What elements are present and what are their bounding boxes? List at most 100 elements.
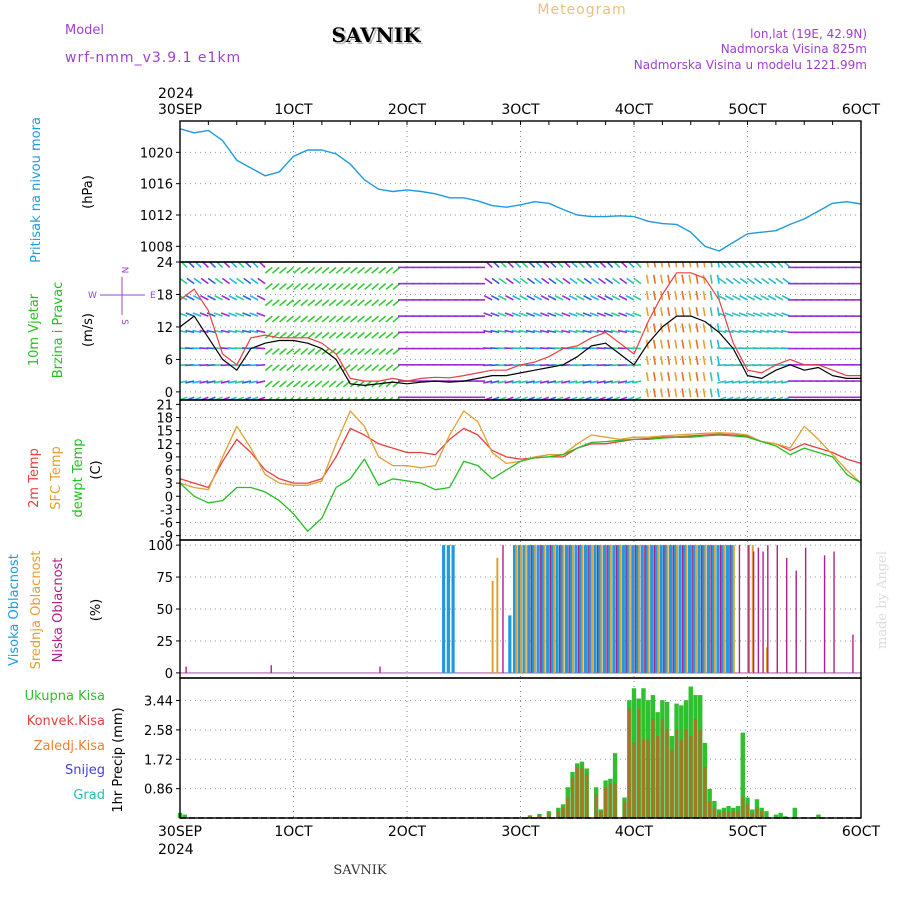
cloud-bar-mid: [704, 545, 707, 673]
cloud-bar-mid: [600, 545, 603, 673]
wind-arrow: [378, 364, 387, 372]
wind-arrow: [314, 299, 323, 307]
wind-arrow: [511, 380, 521, 384]
precip-bar-convective: [604, 787, 608, 818]
compass-west-label: W: [88, 291, 97, 301]
wind-arrow: [293, 380, 302, 388]
wind-arrow: [392, 266, 401, 274]
wind-arrow: [617, 329, 628, 334]
precip-bar-convective: [665, 729, 669, 818]
cloud-bar-low: [587, 545, 589, 673]
x-tick-label-bottom: 3OCT: [501, 824, 540, 840]
plot-area: 30SEP 30SEP 1OCT 1OCT 2OCT 2OCT 3OCT 3OCT 4OCT 4O…: [140, 102, 881, 840]
wind-arrow: [618, 312, 628, 317]
wind-arrow: [378, 315, 387, 323]
precip-bar-convective: [594, 794, 598, 818]
wind-arrow: [483, 294, 493, 301]
precip-bar-total: [182, 814, 187, 818]
wind-arrow: [321, 315, 330, 323]
wind-arrow: [249, 329, 259, 334]
wind-arrow: [256, 329, 266, 334]
wind-arrow: [490, 329, 500, 334]
wind-arrow: [286, 266, 295, 274]
wind-arrow: [667, 274, 671, 284]
wind-arrow: [206, 312, 216, 317]
cloud-bar-high: [583, 545, 588, 673]
precip-bar-convective: [547, 813, 551, 818]
wind-title-line2: Brzina i Pravac: [51, 282, 66, 379]
station-shadow: SAVNIK: [333, 25, 423, 49]
wind-arrow: [652, 355, 657, 365]
wind-arrow: [555, 277, 564, 285]
wind-arrow: [625, 380, 635, 384]
wind-arrow: [293, 364, 302, 372]
wind-arrow: [695, 290, 699, 301]
wind-arrow: [483, 312, 493, 317]
wind-arrow: [293, 315, 302, 323]
wind-arrow: [328, 315, 337, 323]
wind-arrow: [385, 331, 394, 339]
wind-arrow: [371, 347, 380, 355]
wind-arrow: [293, 347, 302, 355]
wind-arrow: [768, 277, 777, 285]
cloud-bar-low: [833, 551, 835, 673]
wind-arrow: [745, 329, 755, 334]
wind-arrow: [483, 329, 493, 334]
wind-arrow: [331, 396, 337, 400]
wind-arrow: [774, 294, 784, 301]
wind-arrow: [371, 315, 380, 323]
wind-arrow: [716, 372, 720, 382]
cloud-title-high: Visoka Oblacnost: [7, 554, 22, 666]
wind-arrow: [278, 380, 287, 388]
y-tick-label: 12: [156, 438, 173, 453]
cloud-bar-low: [615, 545, 618, 673]
wind-arrow: [753, 277, 763, 285]
wind-arrow: [286, 380, 295, 388]
wind-arrow: [199, 380, 209, 384]
wind-arrow: [385, 315, 394, 323]
cloud-bar-high: [631, 545, 635, 673]
wind-arrow: [554, 380, 564, 384]
wind-arrow: [596, 312, 606, 317]
wind-arrow: [335, 266, 344, 274]
wind-arrow: [278, 299, 287, 307]
wind-arrow: [289, 396, 295, 400]
y-tick-label: 2.58: [144, 724, 173, 739]
wind-arrow: [497, 294, 507, 301]
y-tick-label: 12: [156, 321, 173, 336]
wind-arrow: [717, 329, 727, 334]
temp-title-2m: 2m Temp: [27, 448, 42, 508]
wind-arrow: [761, 277, 770, 285]
wind-arrow: [286, 283, 295, 291]
wind-arrow: [540, 294, 550, 301]
wind-arrow: [603, 312, 613, 317]
wind-arrow: [307, 283, 316, 291]
wind-arrow: [604, 294, 614, 301]
wind-arrow: [206, 329, 216, 334]
wind-arrow: [243, 277, 252, 285]
precip-bar-convective: [651, 718, 655, 818]
wind-arrow: [271, 315, 280, 323]
cloud-bar-low: [270, 665, 272, 673]
wind-arrow: [214, 277, 224, 285]
wind-arrow: [335, 380, 344, 388]
cloud-bar-low: [644, 545, 646, 673]
wind-arrow: [652, 274, 657, 284]
x-tick-label-top: 30SEP: [158, 102, 202, 118]
precip-bar-convective: [670, 749, 674, 818]
y-tick-label: 1008: [140, 240, 173, 255]
wind-arrow: [561, 329, 571, 334]
y-tick-label: 21: [156, 398, 173, 413]
wind-arrow: [534, 277, 543, 285]
wind-arrow: [385, 364, 394, 372]
coords-label: lon,lat (19E, 42.9N): [750, 27, 867, 41]
wind-arrow: [541, 277, 550, 285]
wind-speed-line: [179, 315, 861, 386]
wind-arrow: [646, 262, 649, 268]
precip-legend-total: Ukupna Kisa: [25, 689, 105, 704]
wind-arrow: [357, 266, 365, 274]
precip-bar-total: [764, 811, 769, 818]
precip-legend-hail: Grad: [73, 788, 105, 803]
wind-arrow: [589, 312, 599, 317]
wind-arrow: [349, 347, 358, 355]
